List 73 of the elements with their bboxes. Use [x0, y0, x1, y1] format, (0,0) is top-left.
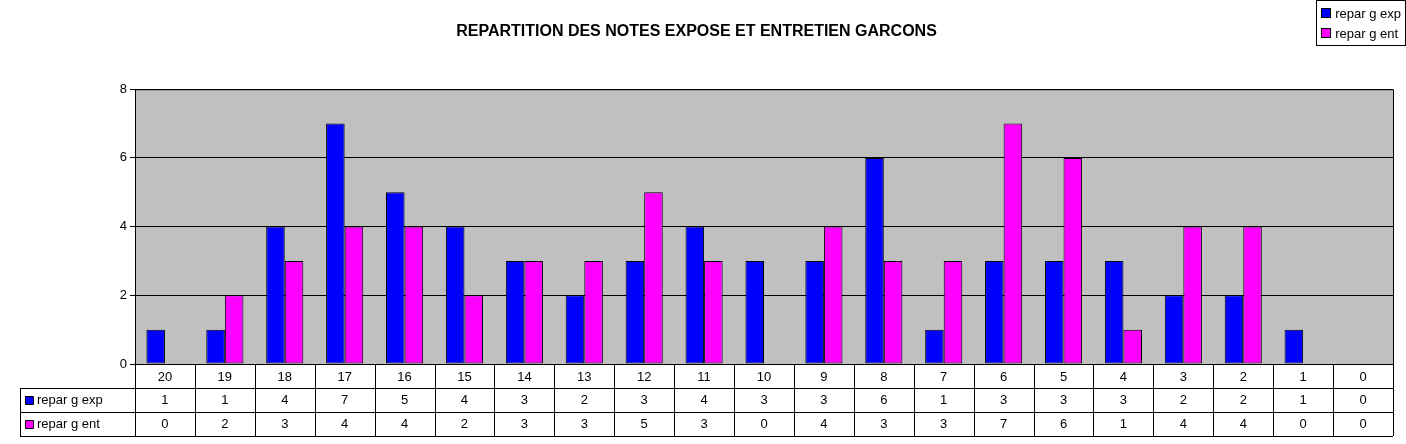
x-tick-label: 7 — [940, 369, 948, 385]
data-label: 1 — [1299, 391, 1307, 407]
x-tick-label: 1 — [1299, 369, 1307, 385]
data-label: 0 — [760, 415, 768, 431]
data-label: 3 — [281, 415, 289, 431]
data-label: 2 — [580, 391, 588, 407]
data-label: 3 — [520, 415, 528, 431]
data-label: 7 — [1000, 415, 1008, 431]
data-label: 0 — [1359, 391, 1367, 407]
data-label: 1 — [221, 391, 229, 407]
data-label: 1 — [940, 391, 948, 407]
data-label: 5 — [400, 391, 409, 407]
data-label: 4 — [820, 415, 828, 431]
data-label: 3 — [880, 415, 888, 431]
data-label: 6 — [880, 391, 888, 407]
data-label: 3 — [1119, 391, 1128, 407]
x-tick-label: 13 — [577, 369, 592, 385]
data-label: 4 — [1179, 415, 1187, 431]
data-label: 3 — [820, 391, 828, 407]
data-label: 4 — [400, 415, 409, 431]
legend-label: repar g ent — [1335, 25, 1399, 41]
x-tick-label: 14 — [517, 369, 532, 385]
text: repar g ent — [37, 415, 100, 431]
x-tick-label: 8 — [880, 369, 888, 385]
data-label: 3 — [520, 391, 528, 407]
data-label: 0 — [1299, 415, 1307, 431]
data-label: 3 — [580, 415, 588, 431]
data-label: 4 — [341, 415, 349, 431]
x-tick-label: 9 — [820, 369, 828, 385]
data-label: 3 — [760, 391, 768, 407]
y-tick-label: 6 — [119, 149, 127, 165]
text: repar g exp — [1335, 5, 1401, 21]
x-tick-label: 10 — [756, 369, 772, 385]
data-label: 3 — [1059, 391, 1068, 407]
data-label: 4 — [700, 391, 708, 407]
x-tick-label: 11 — [697, 369, 711, 385]
data-label: 3 — [700, 415, 708, 431]
data-label: 2 — [1179, 391, 1187, 407]
x-tick-label: 12 — [636, 369, 652, 385]
x-tick-label: 0 — [1359, 369, 1367, 385]
data-label: 6 — [1059, 415, 1068, 431]
x-tick-label: 15 — [457, 369, 472, 385]
legend-label: repar g exp — [37, 391, 103, 407]
data-label: 2 — [1239, 391, 1247, 407]
x-tick-label: 3 — [1179, 369, 1187, 385]
chart-title: REPARTITION DES NOTES EXPOSE ET ENTRETIEN GARCONS — [456, 22, 938, 40]
data-label: 0 — [1359, 415, 1367, 431]
data-label: 4 — [281, 391, 289, 407]
data-label: 3 — [640, 391, 648, 407]
x-tick-label: 2 — [1239, 369, 1247, 385]
data-label: 2 — [221, 415, 229, 431]
data-label: 4 — [460, 391, 469, 407]
y-tick-label: 8 — [119, 80, 127, 96]
y-tick-label: 2 — [119, 286, 127, 302]
y-tick-label: 4 — [119, 218, 127, 234]
data-label: 5 — [640, 415, 648, 431]
data-label: 2 — [460, 415, 469, 431]
x-tick-label: 19 — [217, 369, 233, 385]
data-label: 3 — [940, 415, 948, 431]
x-tick-label: 16 — [397, 369, 412, 385]
x-tick-label: 5 — [1059, 369, 1068, 385]
y-tick-label: 0 — [119, 355, 127, 371]
x-tick-label: 6 — [1000, 369, 1008, 385]
data-label: 7 — [341, 391, 349, 407]
data-label: 0 — [161, 415, 169, 431]
x-tick-label: 4 — [1119, 369, 1128, 385]
x-tick-label: 17 — [337, 369, 352, 385]
data-label: 3 — [1000, 391, 1008, 407]
x-tick-label: 18 — [277, 369, 292, 385]
data-label: 1 — [161, 391, 169, 407]
x-tick-label: 20 — [157, 369, 173, 385]
data-label: 4 — [1239, 415, 1247, 431]
data-label: 1 — [1119, 415, 1128, 431]
